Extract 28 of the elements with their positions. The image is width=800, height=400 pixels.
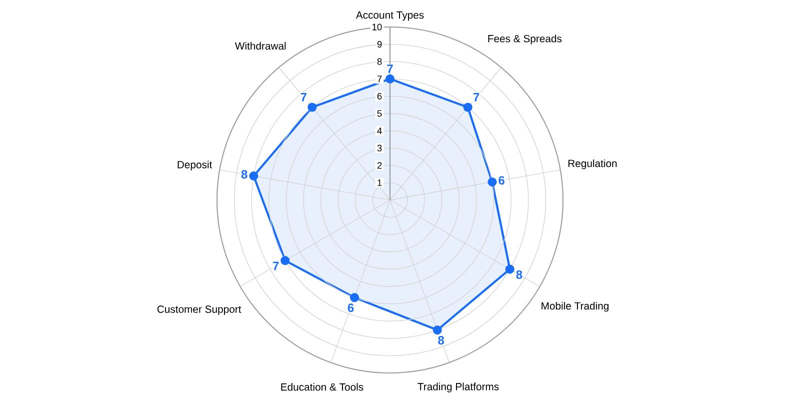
data-label: 8 — [438, 336, 444, 345]
y-tick-label: 8 — [377, 58, 382, 65]
y-tick-label: 10 — [372, 24, 382, 30]
y-tick-label: 3 — [377, 144, 382, 152]
spoke-label: Trading Platforms — [418, 382, 499, 392]
spoke-label: Customer Support — [157, 306, 242, 315]
data-label: 7 — [300, 92, 306, 102]
spoke-label: Mobile Trading — [542, 302, 608, 312]
y-tick-label: 9 — [377, 41, 382, 48]
y-tick-label: 6 — [377, 92, 382, 100]
spoke-label: Deposit — [178, 160, 212, 170]
spoke-label: Withdrawal — [234, 42, 286, 50]
spoke-label: Account Types — [356, 11, 424, 21]
data-label: 6 — [498, 176, 504, 185]
y-tick-label: 4 — [377, 128, 382, 134]
spoke-label: Regulation — [568, 159, 617, 170]
data-label: 7 — [387, 64, 393, 73]
data-label: 7 — [272, 262, 279, 270]
y-tick-label: 7 — [377, 76, 382, 82]
y-tick-label: 5 — [377, 110, 382, 117]
y-tick-label: 2 — [377, 162, 382, 169]
spoke-label: Fees & Spreads — [488, 34, 562, 44]
data-label: 8 — [241, 170, 248, 179]
y-tick-label: 1 — [378, 179, 382, 186]
spoke-label: Education & Tools — [281, 383, 364, 391]
data-label: 7 — [474, 92, 480, 102]
data-label: 6 — [348, 304, 354, 312]
data-label: 8 — [516, 270, 522, 279]
